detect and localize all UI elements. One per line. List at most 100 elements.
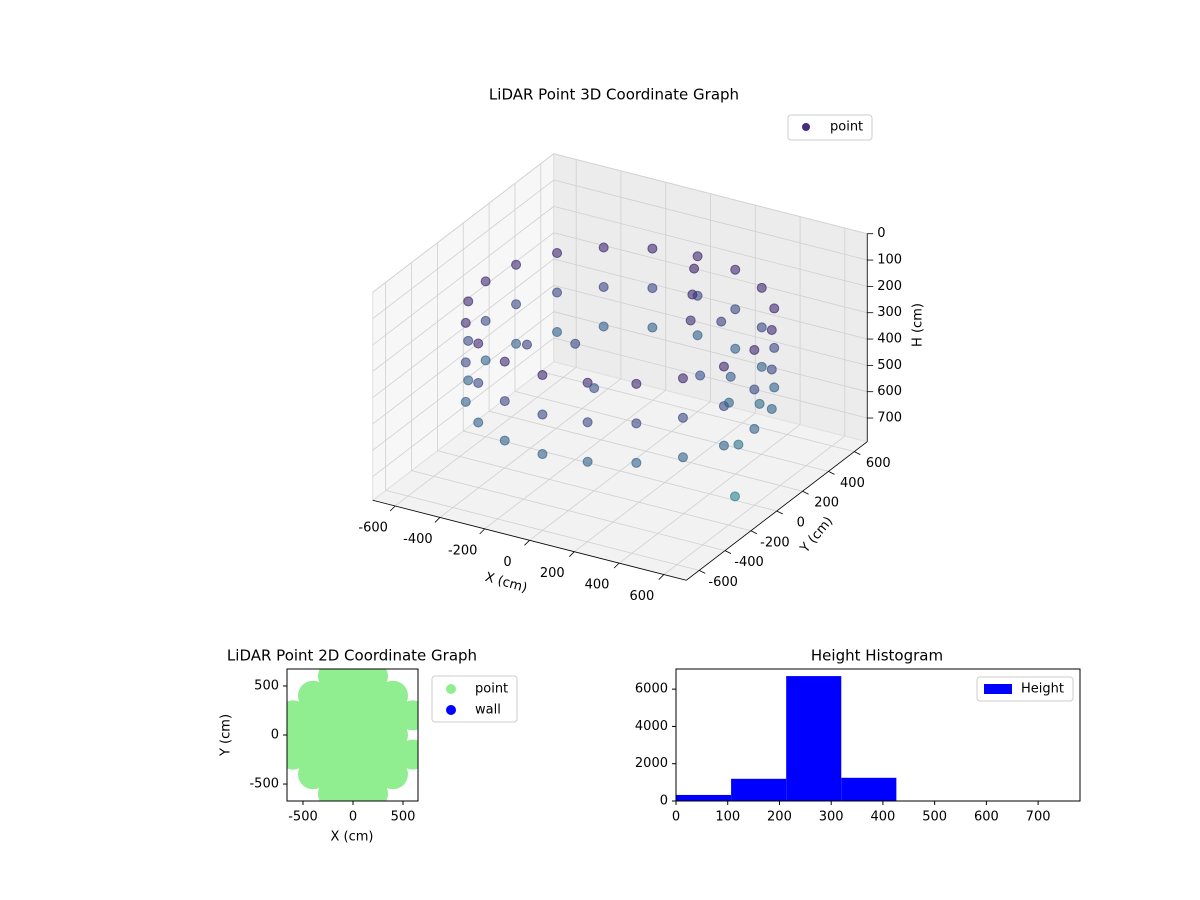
y-tick-label: 0: [271, 728, 279, 743]
x-tick-label: 700: [1026, 810, 1051, 825]
y-tick-label: 4000: [635, 719, 668, 734]
point: [733, 439, 744, 450]
grid-line: [463, 430, 777, 512]
x-tick-label: 200: [540, 566, 565, 581]
legend-marker: [446, 684, 456, 694]
point: [716, 316, 727, 327]
x-tick-label: 300: [819, 810, 844, 825]
z-tick-label: 100: [877, 253, 902, 268]
point: [499, 356, 510, 367]
x-tick: [389, 505, 396, 512]
point: [631, 457, 642, 468]
x-tick: [658, 574, 665, 580]
y-tick: [854, 451, 861, 455]
z-tick-label: 200: [877, 279, 902, 294]
bar: [676, 794, 732, 801]
point: [598, 321, 609, 332]
grid-line: [437, 450, 751, 532]
point: [582, 377, 593, 388]
point: [511, 259, 522, 270]
grid-line: [514, 391, 829, 472]
grid-line: [553, 258, 868, 340]
point: [766, 403, 777, 414]
point: [730, 343, 741, 354]
point: [647, 283, 658, 294]
grid-line: [372, 285, 554, 425]
x-tick: [479, 528, 485, 535]
point: [480, 315, 491, 326]
point: [598, 281, 609, 292]
y-tick-label: 2000: [635, 756, 668, 771]
x-tick-label: 600: [629, 589, 654, 604]
x-axis-label: X (cm): [331, 830, 374, 845]
y-tick-label: 400: [840, 476, 865, 491]
z-tick-label: 500: [877, 358, 902, 373]
point: [598, 242, 609, 253]
plot-area: [287, 669, 418, 801]
grid-line: [372, 258, 554, 398]
x-tick-label: -400: [403, 532, 433, 547]
bar: [786, 676, 842, 801]
point: [692, 251, 703, 262]
legend-label: point: [475, 682, 508, 697]
x-tick: [524, 539, 530, 546]
y-axis-label: Y (cm): [219, 714, 234, 757]
point: [677, 373, 688, 384]
point: [358, 778, 388, 801]
point: [730, 304, 741, 315]
grid-line: [553, 337, 868, 419]
point: [769, 342, 780, 353]
chart-title: LiDAR Point 2D Coordinate Graph: [227, 647, 477, 665]
grid-line: [553, 205, 868, 287]
point: [473, 338, 484, 349]
point: [718, 440, 729, 451]
z-tick-label: 0: [877, 226, 885, 241]
x-tick: [613, 562, 620, 569]
point: [749, 384, 760, 395]
axes-frame: [675, 668, 1081, 802]
legend-marker: [802, 123, 810, 131]
grid-line: [372, 311, 554, 451]
point: [589, 383, 600, 394]
point: [378, 759, 408, 790]
grid-line: [553, 153, 868, 235]
point: [754, 398, 765, 409]
x-axis-line: [372, 499, 687, 581]
point: [552, 287, 563, 298]
point: [463, 375, 474, 386]
point: [725, 371, 736, 382]
grid-line: [385, 489, 700, 571]
y-tick-label: -500: [249, 777, 279, 792]
legend-label: wall: [475, 703, 501, 718]
point: [749, 423, 760, 434]
y-tick-label: 500: [254, 678, 279, 693]
grid-line: [372, 153, 554, 293]
y-tick-label: -400: [734, 555, 764, 570]
y-tick: [776, 510, 783, 515]
point: [463, 335, 474, 346]
point: [689, 263, 700, 274]
legend-label: point: [830, 120, 863, 135]
legend-box: [431, 675, 518, 723]
bar: [841, 777, 897, 801]
point: [685, 315, 696, 326]
x-tick-label: 0: [672, 810, 680, 825]
z-axis-label: H (cm): [911, 303, 926, 347]
x-tick-label: 400: [585, 578, 610, 593]
y-tick: [828, 471, 835, 475]
z-tick-label: 400: [877, 332, 902, 347]
point: [570, 338, 581, 349]
legend-label: Height: [1021, 682, 1064, 697]
x-axis-label: X (cm): [483, 570, 528, 596]
point: [499, 435, 510, 446]
x-tick: [434, 517, 441, 523]
point: [460, 357, 471, 368]
x-tick-label: -200: [448, 543, 478, 558]
legend-box: [976, 676, 1074, 702]
grid-line: [372, 232, 554, 372]
legend-box: [787, 114, 873, 141]
point: [687, 289, 698, 300]
point: [460, 317, 471, 328]
point: [552, 326, 563, 337]
